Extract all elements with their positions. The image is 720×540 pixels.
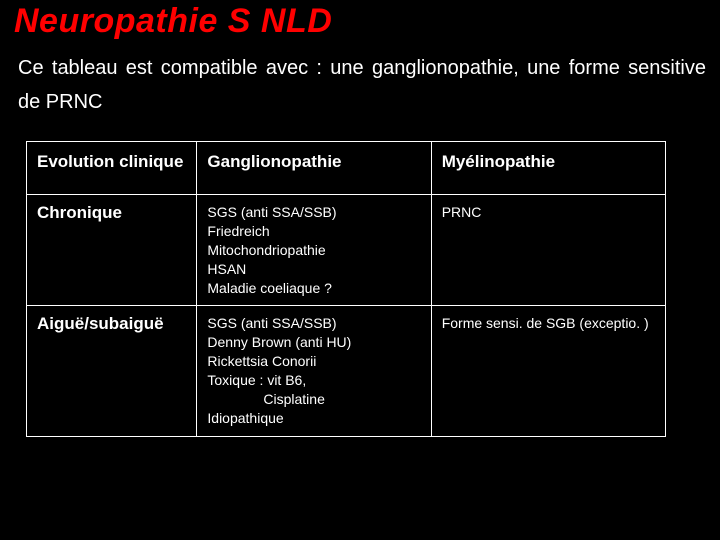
cell-aigue-ganglio: SGS (anti SSA/SSB)Denny Brown (anti HU)R… (197, 306, 431, 436)
slide: Neuropathie S NLD Ce tableau est compati… (0, 0, 720, 451)
table-row: Chronique SGS (anti SSA/SSB)FriedreichMi… (27, 195, 666, 306)
table-header-row: Evolution clinique Ganglionopathie Myéli… (27, 142, 666, 195)
row-label-aigue: Aiguë/subaiguë (27, 306, 197, 436)
col-header-evolution: Evolution clinique (27, 142, 197, 195)
cell-chronique-ganglio: SGS (anti SSA/SSB)FriedreichMitochondrio… (197, 195, 431, 306)
col-header-ganglio: Ganglionopathie (197, 142, 431, 195)
clinical-table: Evolution clinique Ganglionopathie Myéli… (26, 141, 666, 437)
cell-chronique-myelino: PRNC (431, 195, 665, 306)
slide-title: Neuropathie S NLD (14, 0, 706, 41)
row-label-chronique: Chronique (27, 195, 197, 306)
col-header-myelino: Myélinopathie (431, 142, 665, 195)
slide-subtitle: Ce tableau est compatible avec : une gan… (18, 51, 706, 119)
cell-aigue-myelino: Forme sensi. de SGB (exceptio. ) (431, 306, 665, 436)
table-row: Aiguë/subaiguë SGS (anti SSA/SSB)Denny B… (27, 306, 666, 436)
